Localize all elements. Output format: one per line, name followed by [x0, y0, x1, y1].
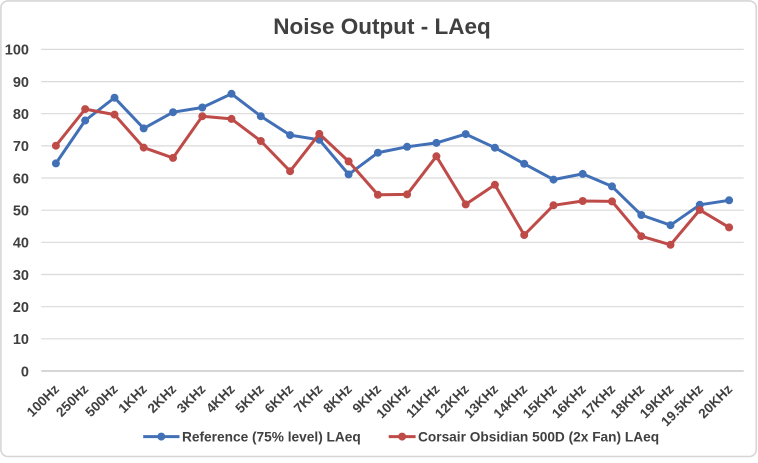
svg-text:70: 70 — [13, 139, 29, 155]
svg-text:90: 90 — [13, 75, 29, 91]
svg-text:40: 40 — [13, 236, 29, 252]
svg-text:50: 50 — [13, 204, 29, 220]
svg-text:60: 60 — [13, 171, 29, 187]
svg-text:20: 20 — [13, 300, 29, 316]
svg-text:30: 30 — [13, 268, 29, 284]
svg-text:Reference (75% level) LAeq: Reference (75% level) LAeq — [182, 429, 361, 444]
svg-text:0: 0 — [21, 364, 29, 380]
svg-text:Noise Output - LAeq: Noise Output - LAeq — [273, 14, 491, 39]
svg-text:10: 10 — [13, 332, 29, 348]
svg-text:100: 100 — [5, 43, 29, 59]
svg-text:80: 80 — [13, 107, 29, 123]
svg-text:Corsair Obsidian 500D (2x Fan): Corsair Obsidian 500D (2x Fan) LAeq — [418, 429, 659, 444]
